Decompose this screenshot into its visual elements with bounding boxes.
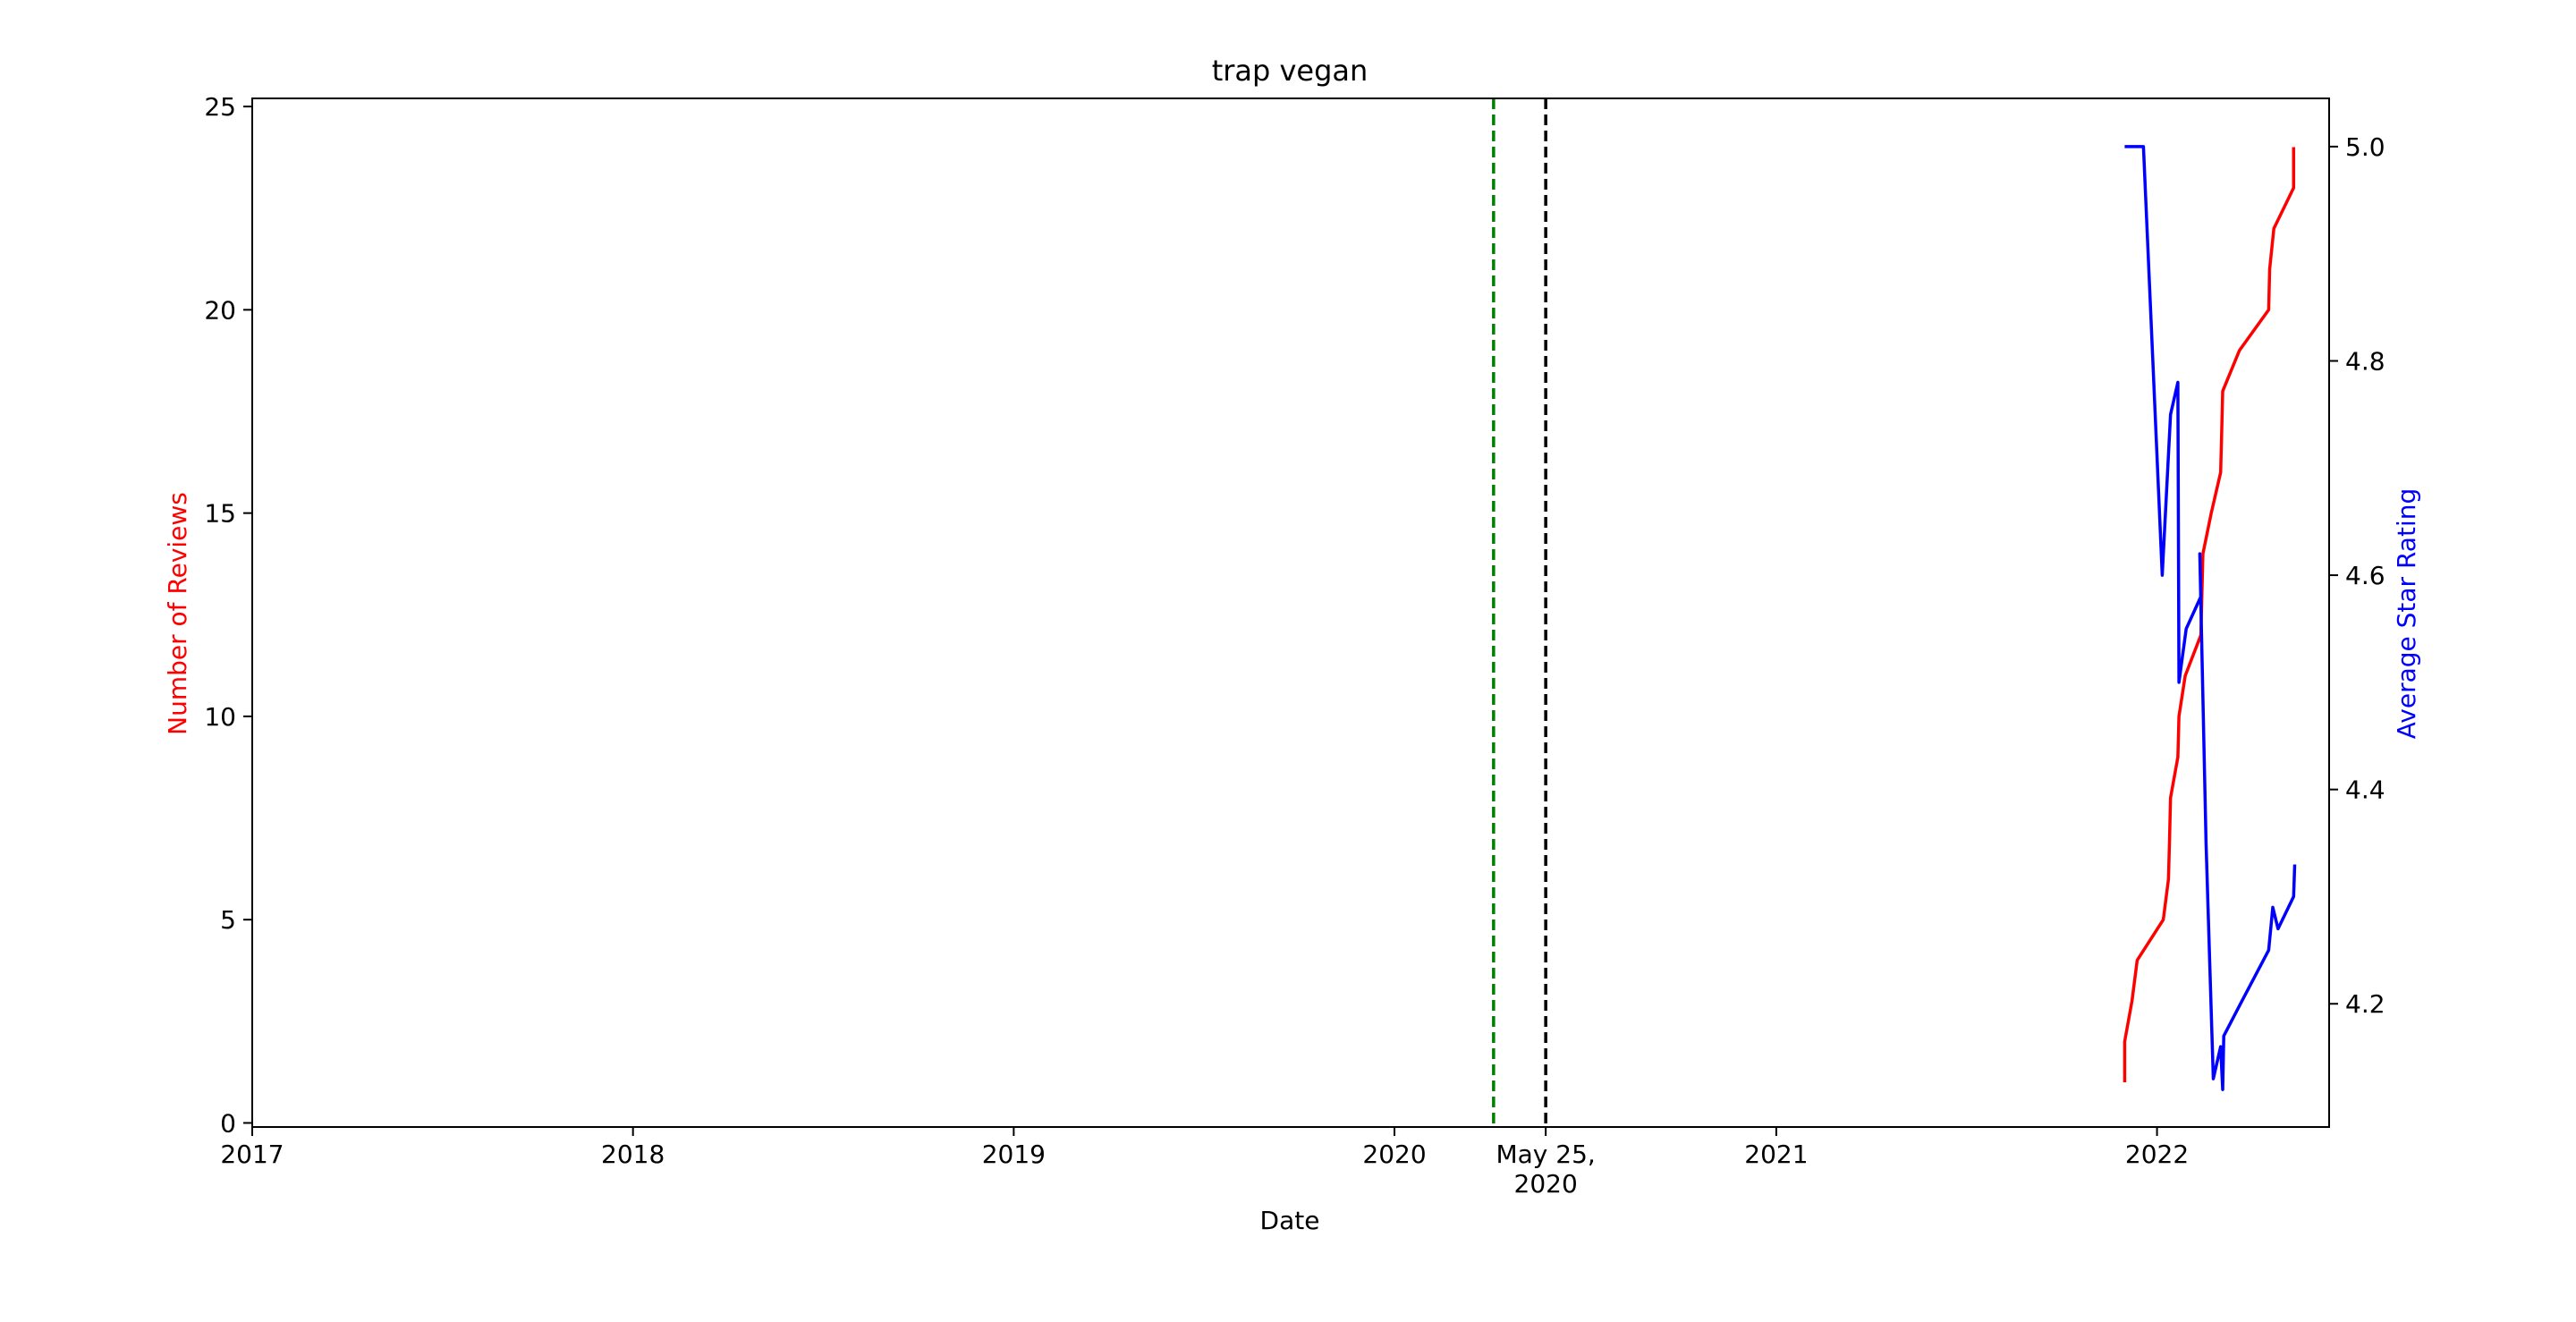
x-tick-label: 2021	[1744, 1140, 1808, 1169]
x-tick-label: 2020	[1362, 1140, 1426, 1169]
axes: 2017 2018 2019 2020 May 25, 2020 2021 2022 0 5 10 1…	[204, 92, 2385, 1199]
left-y-tick-label: 20	[204, 295, 236, 325]
right-y-axis-label: Average Star Rating	[2392, 488, 2421, 739]
plot-frame	[251, 97, 2330, 1128]
right-y-tick-label: 4.2	[2345, 989, 2385, 1019]
right-y-tick-label: 4.4	[2345, 775, 2385, 805]
right-y-tick-label: 4.8	[2345, 346, 2385, 376]
chart-title: trap vegan	[1212, 54, 1368, 88]
x-tick-label: 2018	[601, 1140, 665, 1169]
series-line-right	[2124, 145, 2297, 1091]
left-y-tick-label: 5	[220, 905, 236, 935]
right-y-tick-label: 4.6	[2345, 561, 2385, 590]
left-y-tick-label: 10	[204, 702, 236, 732]
x-tick-label: 2022	[2125, 1140, 2189, 1169]
left-y-tick-label: 25	[204, 92, 236, 122]
plot-area	[1492, 98, 2297, 1127]
x-tick-label: 2019	[982, 1140, 1046, 1169]
right-y-tick-label: 5.0	[2345, 132, 2385, 162]
x-tick-label: 2017	[220, 1140, 284, 1169]
left-y-tick-label: 0	[220, 1108, 236, 1138]
x-tick-label: May 25, 2020	[1496, 1140, 1595, 1199]
x-axis-label: Date	[1260, 1206, 1320, 1235]
left-y-axis-label: Number of Reviews	[163, 492, 192, 735]
left-y-tick-label: 15	[204, 499, 236, 529]
